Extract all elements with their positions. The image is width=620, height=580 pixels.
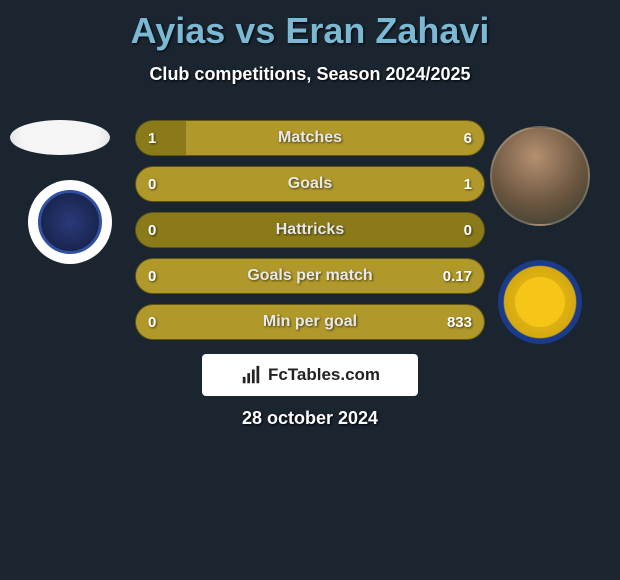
stat-row: 0 Hattricks 0 [135,212,485,248]
stat-row: 0 Goals 1 [135,166,485,202]
stat-value-left: 1 [148,130,156,147]
footer-brand-badge: FcTables.com [202,354,418,396]
chart-icon [240,364,262,386]
stat-value-right: 0.17 [443,268,472,285]
stat-row: 0 Goals per match 0.17 [135,258,485,294]
stat-value-left: 0 [148,222,156,239]
club-badge-right-inner [515,277,565,327]
player-right-avatar [490,126,590,226]
stat-label: Min per goal [263,313,357,331]
player-left-avatar [10,120,110,155]
stat-value-right: 6 [464,130,472,147]
stat-value-left: 0 [148,268,156,285]
stat-row: 0 Min per goal 833 [135,304,485,340]
stat-row: 1 Matches 6 [135,120,485,156]
club-badge-right [498,260,582,344]
stat-value-right: 833 [447,314,472,331]
stat-label: Goals [288,175,332,193]
stat-label: Matches [278,129,342,147]
stat-value-left: 0 [148,314,156,331]
stat-fill-left [136,121,186,155]
stats-container: 1 Matches 6 0 Goals 1 0 Hattricks 0 0 Goals per ma… [135,120,485,350]
stat-value-left: 0 [148,176,156,193]
date-text: 28 october 2024 [0,408,620,429]
stat-value-right: 0 [464,222,472,239]
stat-value-right: 1 [464,176,472,193]
stat-label: Goals per match [247,267,372,285]
subtitle: Club competitions, Season 2024/2025 [0,64,620,85]
stat-label: Hattricks [276,221,344,239]
page-title: Ayias vs Eran Zahavi [0,0,620,52]
footer-brand-text: FcTables.com [268,365,380,385]
club-badge-left [28,180,112,264]
club-badge-left-inner [38,190,102,254]
